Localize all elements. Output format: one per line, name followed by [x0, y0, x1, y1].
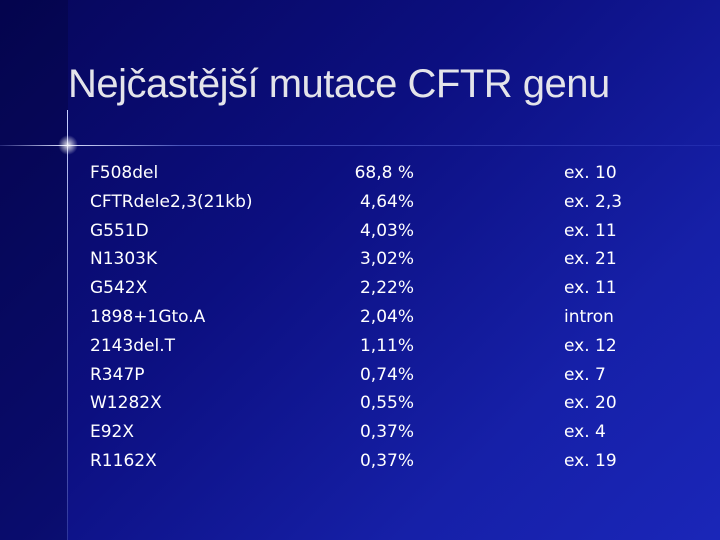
mutation-frequency: 4,64% — [359, 191, 414, 212]
mutation-name: R1162X — [90, 451, 157, 471]
mutation-name: 1898+1Gto.A — [90, 307, 206, 327]
rule-glow — [58, 135, 78, 155]
vertical-rule — [67, 110, 68, 540]
mutation-name: E92X — [90, 422, 135, 443]
mutation-frequency: 0,74% — [359, 364, 414, 385]
mutation-frequency: 0,55% — [359, 393, 414, 414]
exon-location: ex. 2,3 — [564, 191, 623, 212]
mutation-name: F508del — [90, 163, 159, 183]
mutation-frequency: 4,03% — [359, 220, 414, 241]
exon-location: ex. 20 — [564, 393, 617, 414]
exon-location: ex. 12 — [564, 335, 617, 356]
mutation-name: G551D — [90, 220, 149, 241]
mutation-frequency: 68,8 % — [354, 163, 414, 183]
mutation-name: 2143del.T — [90, 335, 176, 356]
mutation-name: R347P — [90, 364, 145, 385]
exon-location: ex. 10 — [564, 163, 617, 183]
mutation-name: W1282X — [90, 393, 162, 414]
mutation-frequency: 3,02% — [359, 249, 414, 270]
mutation-name: G542X — [90, 278, 148, 299]
exon-location: ex. 11 — [564, 278, 617, 299]
mutation-frequency: 0,37% — [359, 422, 414, 443]
exon-location: ex. 11 — [564, 220, 617, 241]
horizontal-rule — [0, 145, 720, 146]
mutation-frequency: 2,22% — [359, 278, 414, 299]
exon-location: intron — [564, 307, 614, 327]
mutation-frequency: 2,04% — [359, 307, 414, 327]
exon-location: ex. 4 — [564, 422, 606, 443]
left-band — [0, 0, 68, 540]
exon-location: ex. 19 — [564, 451, 617, 471]
exon-location: ex. 7 — [564, 364, 606, 385]
mutation-frequency: 1,11% — [359, 335, 414, 356]
exon-location: ex. 21 — [564, 249, 617, 270]
mutation-name: N1303K — [90, 249, 158, 270]
mutation-frequency: 0,37% — [359, 451, 414, 471]
mutation-name: CFTRdele2,3(21kb) — [90, 191, 253, 212]
slide-title: Nejčastější mutace CFTR genu — [68, 62, 610, 106]
